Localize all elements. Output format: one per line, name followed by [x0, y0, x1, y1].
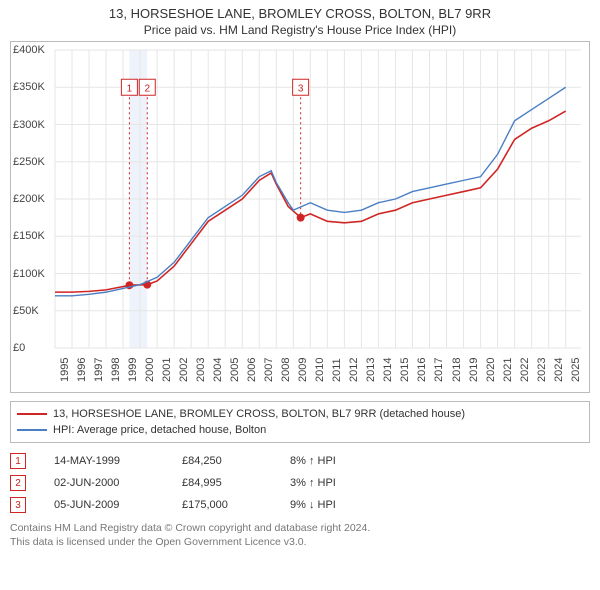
svg-text:2: 2	[144, 83, 150, 94]
x-axis-label: 2017	[433, 358, 441, 382]
x-axis-label: 2011	[331, 358, 339, 382]
x-axis-label: 2009	[297, 358, 305, 382]
y-axis-label: £300K	[13, 119, 45, 131]
x-axis-label: 2015	[399, 358, 407, 382]
event-marker-box: 1	[10, 453, 26, 469]
event-price: £175,000	[182, 499, 272, 511]
footer-attribution: Contains HM Land Registry data © Crown c…	[10, 521, 590, 549]
event-date: 02-JUN-2000	[54, 477, 164, 489]
x-axis-label: 2019	[468, 358, 476, 382]
legend-label: 13, HORSESHOE LANE, BROMLEY CROSS, BOLTO…	[53, 408, 465, 420]
x-axis-label: 2005	[229, 358, 237, 382]
x-axis-label: 2001	[161, 358, 169, 382]
price-chart: 12 3 £0 £50K £100K £150K £200K £250K £300K £350K…	[10, 41, 590, 393]
x-axis-label: 2020	[485, 358, 493, 382]
y-axis-label: £250K	[13, 156, 45, 168]
x-axis-label: 1998	[110, 358, 118, 382]
x-axis-label: 2016	[416, 358, 424, 382]
footer-line2: This data is licensed under the Open Gov…	[10, 535, 590, 549]
legend-item: 13, HORSESHOE LANE, BROMLEY CROSS, BOLTO…	[17, 406, 583, 422]
title-line2: Price paid vs. HM Land Registry's House …	[10, 23, 590, 37]
y-axis-label: £350K	[13, 81, 45, 93]
x-axis-label: 2023	[536, 358, 544, 382]
legend-swatch	[17, 413, 47, 415]
x-axis-label: 2002	[178, 358, 186, 382]
footer-line1: Contains HM Land Registry data © Crown c…	[10, 521, 590, 535]
x-axis-label: 2003	[195, 358, 203, 382]
legend-swatch	[17, 429, 47, 431]
x-axis-label: 2013	[365, 358, 373, 382]
event-delta: 3% ↑ HPI	[290, 477, 400, 489]
event-date: 05-JUN-2009	[54, 499, 164, 511]
x-axis-label: 2018	[451, 358, 459, 382]
y-axis-label: £50K	[13, 305, 39, 317]
event-date: 14-MAY-1999	[54, 455, 164, 467]
event-delta: 8% ↑ HPI	[290, 455, 400, 467]
x-axis-label: 2024	[553, 358, 561, 382]
x-axis-label: 1995	[59, 358, 67, 382]
x-axis-label: 2008	[280, 358, 288, 382]
event-delta: 9% ↓ HPI	[290, 499, 400, 511]
x-axis-label: 1996	[76, 358, 84, 382]
x-axis-label: 2025	[570, 358, 578, 382]
svg-text:1: 1	[127, 83, 133, 94]
x-axis-label: 1999	[127, 358, 135, 382]
legend-label: HPI: Average price, detached house, Bolt…	[53, 424, 266, 436]
x-axis-label: 2000	[144, 358, 152, 382]
y-axis-label: £150K	[13, 230, 45, 242]
event-marker-box: 3	[10, 497, 26, 513]
x-axis-label: 2006	[246, 358, 254, 382]
x-axis-label: 1997	[93, 358, 101, 382]
x-axis-label: 2007	[263, 358, 271, 382]
y-axis-label: £0	[13, 342, 25, 354]
x-axis-label: 2021	[502, 358, 510, 382]
svg-text:3: 3	[298, 83, 304, 94]
legend: 13, HORSESHOE LANE, BROMLEY CROSS, BOLTO…	[10, 401, 590, 443]
event-price: £84,995	[182, 477, 272, 489]
event-table: 1 14-MAY-1999 £84,250 8% ↑ HPI 2 02-JUN-2000 £…	[10, 453, 590, 513]
event-marker-box: 2	[10, 475, 26, 491]
legend-item: HPI: Average price, detached house, Bolt…	[17, 422, 583, 438]
x-axis-label: 2004	[212, 358, 220, 382]
y-axis-label: £200K	[13, 193, 45, 205]
y-axis-label: £100K	[13, 268, 45, 280]
event-price: £84,250	[182, 455, 272, 467]
x-axis-label: 2014	[382, 358, 390, 382]
x-axis-label: 2010	[314, 358, 322, 382]
x-axis-label: 2012	[348, 358, 356, 382]
x-axis-label: 2022	[519, 358, 527, 382]
y-axis-label: £400K	[13, 44, 45, 56]
title-line1: 13, HORSESHOE LANE, BROMLEY CROSS, BOLTO…	[10, 6, 590, 21]
